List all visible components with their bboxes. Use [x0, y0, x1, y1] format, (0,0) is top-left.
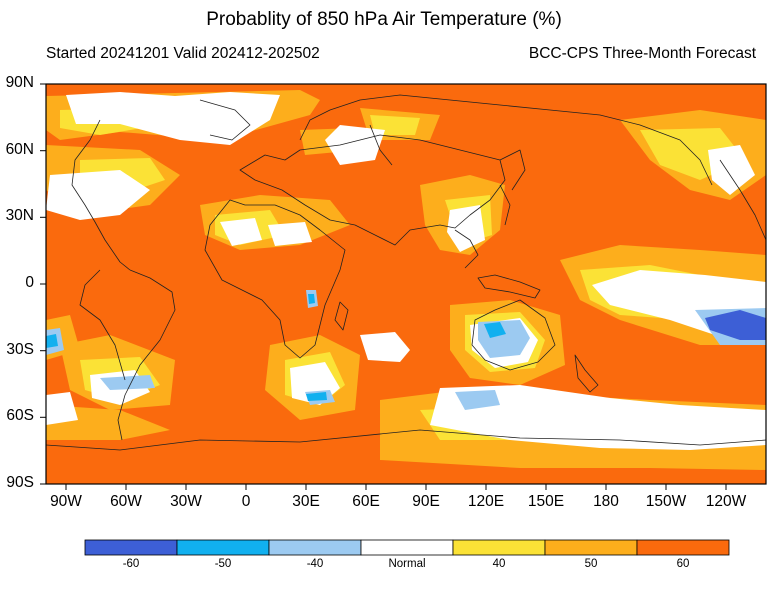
colorbar-label-neg50: -50: [214, 558, 232, 570]
colorbar-label-neg60: -60: [122, 558, 140, 570]
lon-tick-30w: 30W: [170, 493, 202, 510]
colorbar-swatch-warm50: [544, 539, 638, 556]
lon-tick-0: 0: [241, 493, 251, 510]
lat-tick-60n: 60N: [5, 141, 34, 158]
colorbar-swatch-cold60: [84, 539, 178, 556]
coastlines: [46, 94, 766, 451]
forecast-start-valid: Started 20241201 Valid 202412-202502: [46, 45, 320, 62]
colorbar-swatch-normal: [360, 539, 454, 556]
lat-tick-30s: 30S: [6, 341, 34, 358]
colorbar-swatch-warm40: [452, 539, 546, 556]
lon-tick-120e: 120E: [467, 493, 505, 510]
lon-tick-150e: 150E: [527, 493, 565, 510]
map-plot-area: [46, 84, 766, 484]
colorbar-label-60: 60: [676, 558, 690, 570]
lat-tick-30n: 30N: [5, 207, 34, 224]
colorbar-label-normal: Normal: [388, 558, 426, 570]
lon-tick-120w: 120W: [705, 493, 747, 510]
colorbar-label-neg40: -40: [306, 558, 324, 570]
forecast-source: BCC-CPS Three-Month Forecast: [528, 45, 756, 62]
lat-tick-90n: 90N: [5, 74, 34, 91]
colorbar-swatch-cold40: [268, 539, 362, 556]
lon-tick-60e: 60E: [352, 493, 380, 510]
tick-marks: [40, 83, 727, 490]
lat-tick-0: 0: [25, 274, 34, 291]
lon-tick-180: 180: [593, 493, 619, 510]
field-cold50: [46, 294, 506, 401]
field-cold60: [705, 310, 766, 340]
lon-tick-90w: 90W: [50, 493, 82, 510]
colorbar: [84, 539, 730, 556]
map-title: Probablity of 850 hPa Air Temperature (%…: [206, 9, 562, 30]
colorbar-label-50: 50: [584, 558, 598, 570]
lon-tick-90e: 90E: [412, 493, 440, 510]
colorbar-label-40: 40: [492, 558, 506, 570]
lon-tick-150w: 150W: [645, 493, 687, 510]
colorbar-swatch-cold50: [176, 539, 270, 556]
lat-tick-60s: 60S: [6, 407, 34, 424]
lon-tick-60w: 60W: [110, 493, 142, 510]
colorbar-swatch-warm60: [636, 539, 730, 556]
lat-tick-90s: 90S: [6, 474, 34, 491]
lon-tick-30e: 30E: [292, 493, 320, 510]
